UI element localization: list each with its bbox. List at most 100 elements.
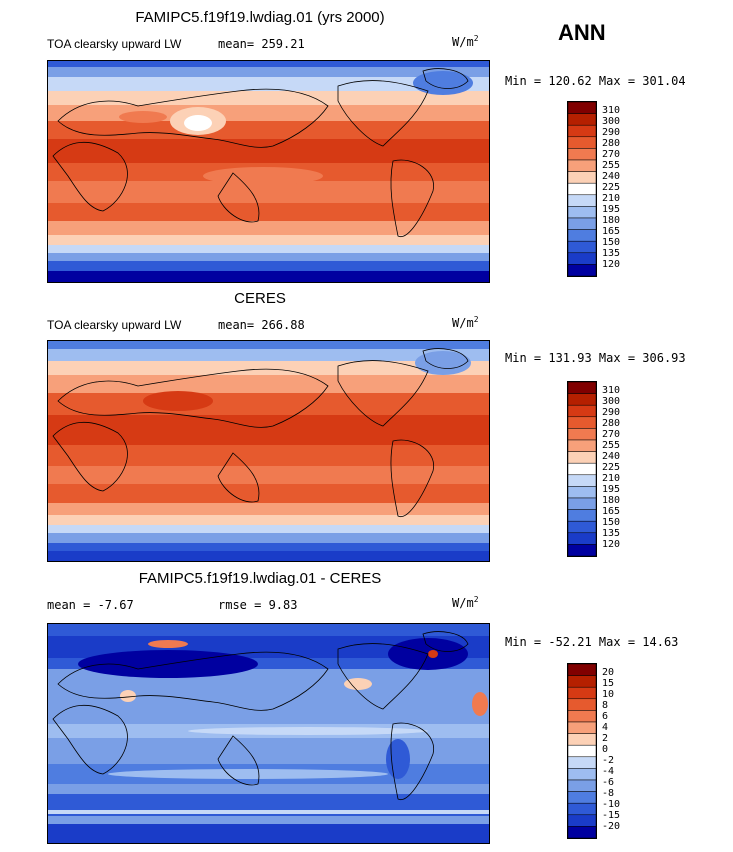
panel2-colorbar-swatches [568,382,596,556]
panel3-colorbar-swatches [568,664,596,838]
panel3-colorbar-label: 20 [602,667,615,678]
panel2-colorbar-swatch [568,428,596,441]
panel2-colorbar-label: 210 [602,473,621,484]
panel1-colorbar-swatch [568,124,596,138]
panel1-map-field [48,61,489,282]
panel1-colorbar-swatch [568,229,596,242]
panel1-colorbar-swatch [568,217,596,230]
panel2-colorbar-label: 225 [602,462,621,473]
panel1-colorbar-swatch [568,159,596,172]
panel1-colorbar-swatch [568,136,596,149]
panel3-colorbar-swatch [568,664,596,676]
panel1-colorbar-label: 280 [602,138,621,149]
panel2-colorbar-swatch [568,497,596,510]
panel3-colorbar-label: -6 [602,777,615,788]
panel1-colorbar-swatch [568,206,596,219]
panel1-colorbar-label: 270 [602,149,621,160]
panel1-colorbar-swatch [568,252,596,265]
panel2-colorbar-swatch [568,439,596,452]
panel2-map [47,340,490,562]
panel3-colorbar-swatch [568,756,596,769]
panel1-colorbar-label: 310 [602,105,621,116]
panel1-colorbar-swatch [568,102,596,114]
panel2-colorbar-label: 195 [602,484,621,495]
panel2-mean: mean= 266.88 [218,318,305,332]
panel3-colorbar-swatch [568,791,596,804]
panel3-colorbar-label: -15 [602,810,621,821]
panel2-units: W/m2 [452,315,479,330]
panel1-colorbar-label: 165 [602,226,621,237]
panel1-colorbar-label: 120 [602,259,621,270]
panel2-colorbar-swatch [568,509,596,522]
panel1-colorbar-label: 240 [602,171,621,182]
panel3-colorbar-swatch [568,721,596,734]
panel2-colorbar-label: 180 [602,495,621,506]
panel1-mean: mean= 259.21 [218,37,305,51]
panel3-colorbar-swatch [568,826,596,838]
panel2-variable-label: TOA clearsky upward LW [47,318,182,332]
panel3-colorbar-swatch [568,802,596,816]
panel1-colorbar [567,101,597,277]
panel2-colorbar-label: 290 [602,407,621,418]
panel2-colorbar-label: 280 [602,418,621,429]
panel2-colorbar-label: 165 [602,506,621,517]
panel1-title: FAMIPC5.f19f19.lwdiag.01 (yrs 2000) [135,9,385,26]
panel1-colorbar-swatches [568,102,596,276]
panel2-colorbar-swatch [568,462,596,476]
panel3-colorbar-label: -2 [602,755,615,766]
panel1-colorbar-swatch [568,264,596,276]
panel2-colorbar-label: 300 [602,396,621,407]
panel2-colorbar [567,381,597,557]
panel3-colorbar-swatch [568,675,596,688]
panel3-colorbar-swatch [568,733,596,746]
panel2-colorbar-label: 255 [602,440,621,451]
panel1-variable-label: TOA clearsky upward LW [47,37,182,51]
panel2-colorbar-swatch [568,474,596,487]
panel2-colorbar-swatch [568,416,596,429]
panel3-colorbar-label: -8 [602,788,615,799]
panel3-colorbar-swatch [568,814,596,827]
panel1-colorbar-label: 210 [602,193,621,204]
panel3-colorbar-label: -10 [602,799,621,810]
panel3-minmax: Min = -52.21 Max = 14.63 [505,635,679,649]
panel1-colorbar-label: 225 [602,182,621,193]
panel1-colorbar-swatch [568,148,596,161]
panel2-colorbar-swatch [568,532,596,545]
panel3-colorbar [567,663,597,839]
panel3-colorbar-label: 0 [602,744,609,755]
panel2-colorbar-swatch [568,451,596,464]
panel1-colorbar-swatch [568,182,596,196]
panel2-colorbar-label: 270 [602,429,621,440]
panel2-colorbar-label: 135 [602,528,621,539]
panel1-map [47,60,490,283]
panel3-colorbar-label: 8 [602,700,609,711]
panel1-colorbar-label: 300 [602,116,621,127]
panel2-colorbar-label: 310 [602,385,621,396]
panel2-map-field [48,341,489,561]
panel1-colorbar-swatch [568,194,596,207]
panel1-minmax: Min = 120.62 Max = 301.04 [505,74,686,88]
panel2-minmax: Min = 131.93 Max = 306.93 [505,351,686,365]
panel1-units: W/m2 [452,34,479,49]
panel3-units: W/m2 [452,595,479,610]
panel1-colorbar-label: 150 [602,237,621,248]
panel2-colorbar-swatch [568,486,596,499]
panel3-colorbar-swatch [568,779,596,792]
panel3-colorbar-label: -20 [602,821,621,832]
panel1-colorbar-label: 290 [602,127,621,138]
panel2-colorbar-swatch [568,404,596,418]
panel2-colorbar-swatch [568,544,596,556]
panel3-map-field [48,624,489,843]
panel2-colorbar-label: 150 [602,517,621,528]
panel1-colorbar-swatch [568,240,596,254]
panel2-colorbar-label: 240 [602,451,621,462]
panel3-colorbar-label: 15 [602,678,615,689]
season-label: ANN [558,20,606,45]
panel2-colorbar-label: 120 [602,539,621,550]
panel3-colorbar-label: -4 [602,766,615,777]
panel3-colorbar-swatch [568,686,596,700]
panel3-colorbar-swatch [568,698,596,711]
panel3-colorbar-label: 2 [602,733,609,744]
panel1-colorbar-swatch [568,171,596,184]
panel1-colorbar-label: 255 [602,160,621,171]
